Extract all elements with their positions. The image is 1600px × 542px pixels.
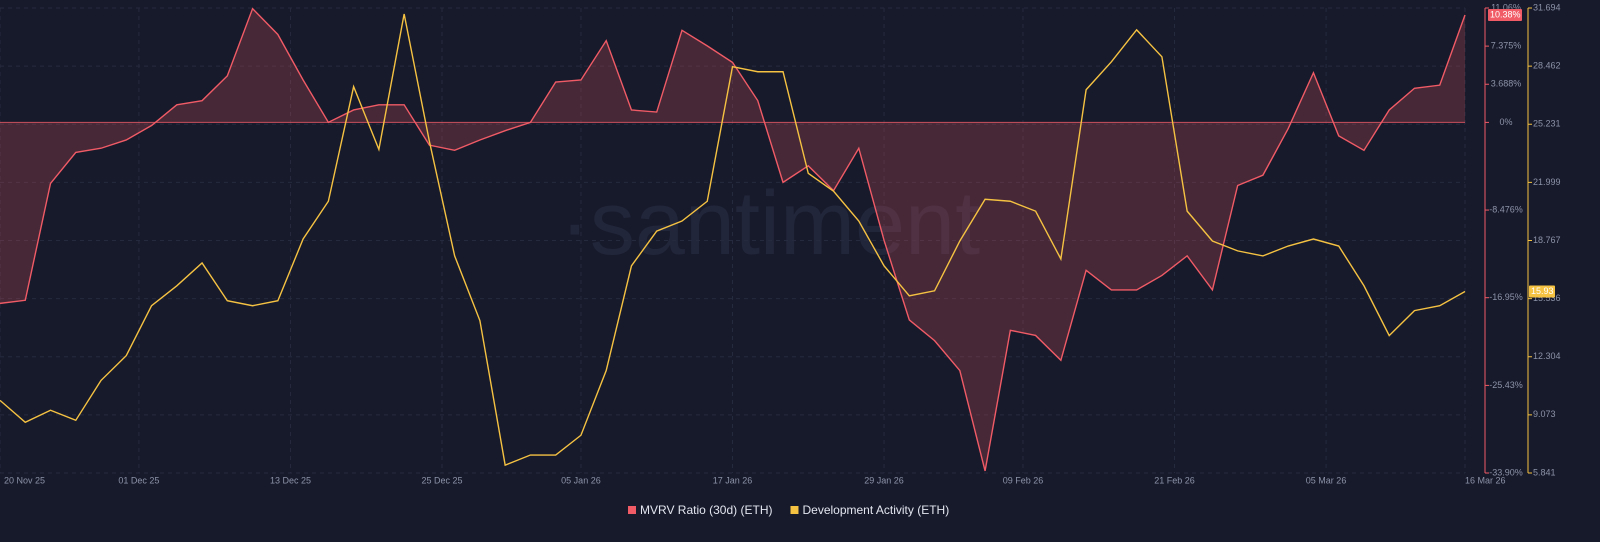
- y2-tick-label: 25.231: [1533, 119, 1561, 129]
- y2-tick-label: 5.841: [1533, 467, 1556, 477]
- y2-tick-label: 12.304: [1533, 351, 1561, 361]
- y-tick-label: 0%: [1499, 117, 1512, 127]
- x-tick-label: 05 Jan 26: [561, 475, 601, 485]
- last-value-box: [1488, 9, 1522, 22]
- series-line: [0, 7, 1466, 472]
- x-tick-label: 29 Jan 26: [864, 475, 904, 485]
- y-tick-label: -33.90%: [1489, 467, 1523, 477]
- last-value-label: 10.38%: [1490, 9, 1521, 19]
- x-tick-label: 25 Dec 25: [422, 475, 463, 485]
- y-tick-label: -25.43%: [1489, 380, 1523, 390]
- legend-label: MVRV Ratio (30d) (ETH): [640, 503, 772, 517]
- y2-tick-label: 21.999: [1533, 177, 1561, 187]
- y-tick-label: 11.06%: [1491, 2, 1521, 12]
- y2-tick-label: 28.462: [1533, 61, 1561, 71]
- series-line: [0, 13, 1466, 467]
- x-tick-label: 09 Feb 26: [1003, 475, 1044, 485]
- last-value-box: [1529, 285, 1555, 298]
- x-tick-label: 21 Feb 26: [1154, 475, 1195, 485]
- legend-swatch: [790, 506, 799, 514]
- y2-tick-label: 9.073: [1533, 409, 1556, 419]
- y2-tick-label: 31.694: [1533, 2, 1561, 12]
- x-tick-label: 20 Nov 25: [4, 475, 45, 485]
- x-tick-label: 16 Mar 26: [1465, 475, 1506, 485]
- area: [0, 8, 1465, 471]
- y-tick-label: 3.688%: [1491, 79, 1522, 89]
- y2-tick-label: 15.536: [1533, 293, 1561, 303]
- legend-label: Development Activity (ETH): [802, 503, 949, 517]
- y-tick-label: 7.375%: [1491, 40, 1522, 50]
- y-tick-label: -8.476%: [1489, 204, 1523, 214]
- last-value-label: 15.93: [1531, 286, 1554, 296]
- legend-swatch: [628, 506, 636, 514]
- x-tick-label: 05 Mar 26: [1306, 475, 1347, 485]
- y2-tick-label: 18.767: [1533, 235, 1561, 245]
- x-tick-label: 13 Dec 25: [270, 475, 311, 485]
- x-tick-label: 01 Dec 25: [118, 475, 159, 485]
- watermark: ·santiment: [560, 174, 980, 274]
- x-tick-label: 17 Jan 26: [713, 475, 753, 485]
- y-tick-label: -16.95%: [1489, 292, 1523, 302]
